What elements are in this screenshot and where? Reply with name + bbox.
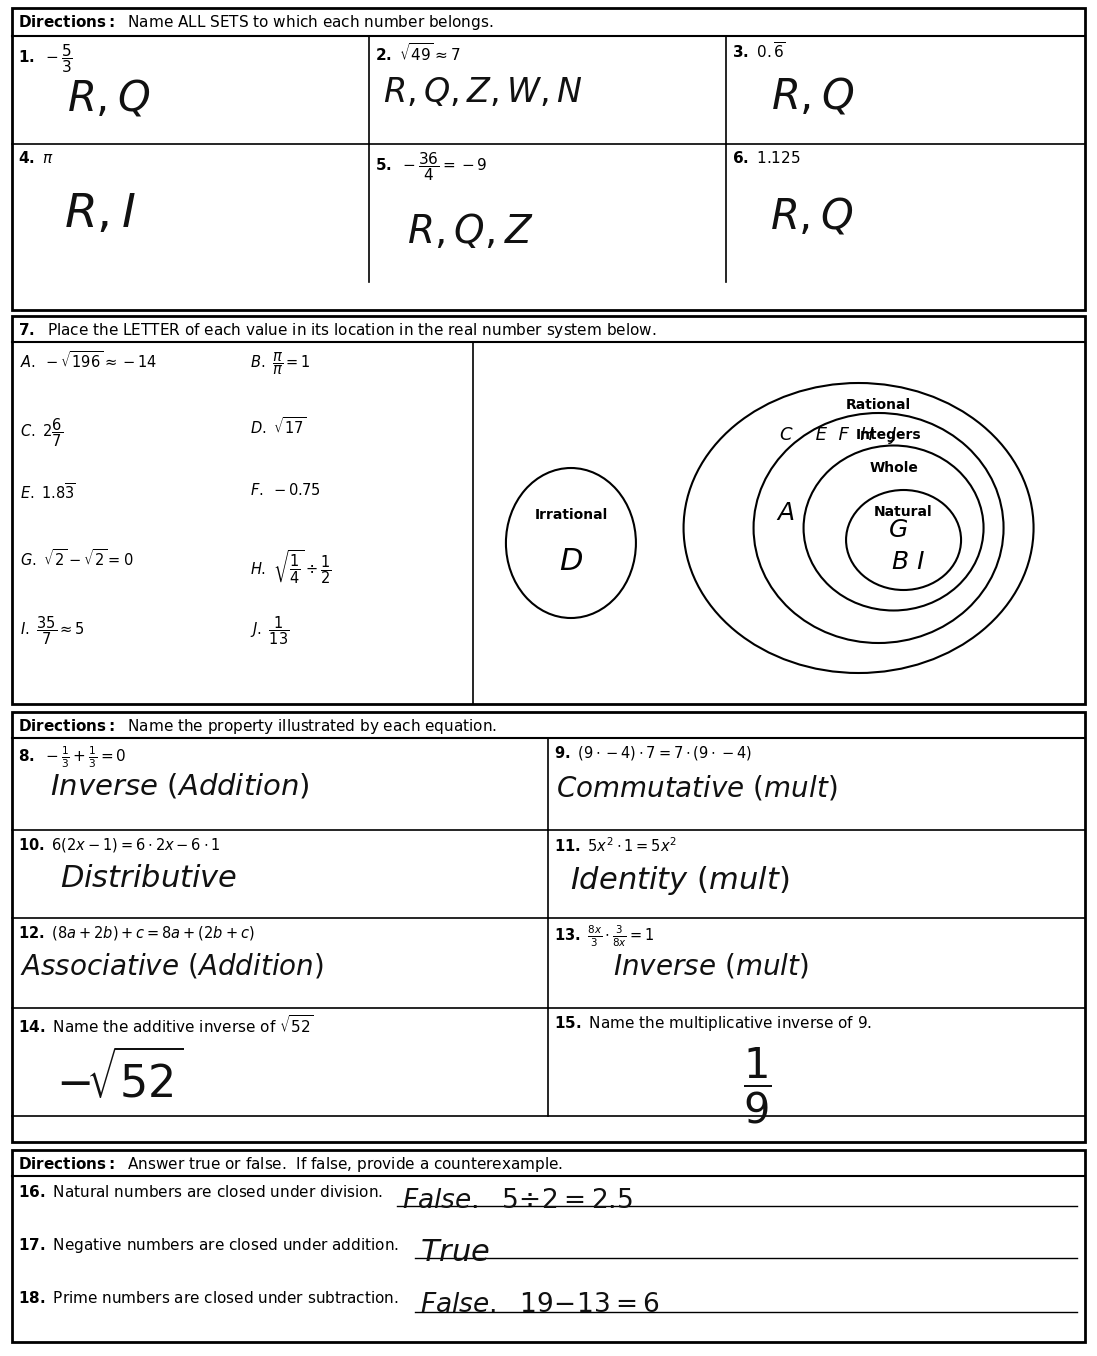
Text: $\it{Distributive}$: $\it{Distributive}$ — [60, 864, 237, 894]
Text: $R, Q$: $R, Q$ — [67, 79, 150, 119]
Text: $\it{Inverse\ (mult)}$: $\it{Inverse\ (mult)}$ — [613, 952, 808, 980]
Text: $J.\ \dfrac{1}{13}$: $J.\ \dfrac{1}{13}$ — [250, 614, 290, 647]
Text: $\it{Commutative\ (mult)}$: $\it{Commutative\ (mult)}$ — [556, 774, 837, 803]
Text: $-\!\sqrt{52}$: $-\!\sqrt{52}$ — [56, 1050, 184, 1106]
Text: D: D — [559, 546, 583, 575]
Text: $R, I$: $R, I$ — [64, 193, 136, 237]
Text: $\mathbf{11.}\ 5x^2\cdot 1=5x^2$: $\mathbf{11.}\ 5x^2\cdot 1=5x^2$ — [554, 837, 677, 854]
Text: $C.\ 2\dfrac{6}{7}$: $C.\ 2\dfrac{6}{7}$ — [20, 416, 63, 449]
Text: C    E  F  H   J: C E F H J — [780, 426, 896, 443]
Text: $G.\ \sqrt{2}-\sqrt{2} = 0$: $G.\ \sqrt{2}-\sqrt{2} = 0$ — [20, 548, 134, 570]
Text: $\mathbf{15.}$ Name the multiplicative inverse of 9.: $\mathbf{15.}$ Name the multiplicative i… — [554, 1014, 872, 1033]
Text: $\mathbf{17.}$ Negative numbers are closed under addition.: $\mathbf{17.}$ Negative numbers are clos… — [18, 1237, 399, 1256]
Bar — [12, 1150, 1085, 1342]
Text: $\it{False.\ \ 5\!\div\!2=2.5}$: $\it{False.\ \ 5\!\div\!2=2.5}$ — [402, 1188, 633, 1214]
Text: $\mathbf{Directions:}$  Answer true or false.  If false, provide a counterexampl: $\mathbf{Directions:}$ Answer true or fa… — [18, 1155, 563, 1174]
Text: $D.\ \sqrt{17}$: $D.\ \sqrt{17}$ — [250, 416, 307, 437]
Bar — [12, 712, 1085, 1142]
Text: $\mathbf{2.}\ \sqrt{49} \approx 7$: $\mathbf{2.}\ \sqrt{49} \approx 7$ — [375, 42, 461, 64]
Text: $\mathbf{8.}\ -\frac{1}{3}+\frac{1}{3}=0$: $\mathbf{8.}\ -\frac{1}{3}+\frac{1}{3}=0… — [18, 744, 126, 770]
Text: $F.\ -0.75$: $F.\ -0.75$ — [250, 481, 320, 498]
Text: $H.\ \sqrt{\dfrac{1}{4}} \div \dfrac{1}{2}$: $H.\ \sqrt{\dfrac{1}{4}} \div \dfrac{1}{… — [250, 548, 331, 586]
Text: $I.\ \dfrac{35}{7} \approx 5$: $I.\ \dfrac{35}{7} \approx 5$ — [20, 614, 84, 647]
Text: $\mathbf{6.}\ 1.125$: $\mathbf{6.}\ 1.125$ — [732, 151, 801, 165]
Text: $\mathbf{Directions:}$  Name the property illustrated by each equation.: $\mathbf{Directions:}$ Name the property… — [18, 717, 497, 736]
Text: $R, Q$: $R, Q$ — [771, 76, 855, 118]
Text: $\it{Inverse\ (Addition)}$: $\it{Inverse\ (Addition)}$ — [50, 772, 309, 801]
Text: $\mathbf{9.}\ (9 \cdot -4)\cdot 7=7\cdot(9\cdot -4)$: $\mathbf{9.}\ (9 \cdot -4)\cdot 7=7\cdot… — [554, 744, 751, 762]
Text: Rational: Rational — [846, 399, 912, 412]
Text: $\mathbf{3.}\ 0.\overline{6}$: $\mathbf{3.}\ 0.\overline{6}$ — [732, 42, 785, 62]
Bar — [12, 8, 1085, 311]
Text: B I: B I — [892, 551, 925, 574]
Text: $\mathbf{4.}\ \pi$: $\mathbf{4.}\ \pi$ — [18, 151, 54, 165]
Text: $\mathbf{13.}\ \frac{8x}{3}\cdot\frac{3}{8x}=1$: $\mathbf{13.}\ \frac{8x}{3}\cdot\frac{3}… — [554, 923, 655, 949]
Text: Irrational: Irrational — [534, 508, 608, 522]
Text: $\mathbf{10.}\ 6(2x-1)=6\cdot 2x-6\cdot 1$: $\mathbf{10.}\ 6(2x-1)=6\cdot 2x-6\cdot … — [18, 837, 220, 854]
Text: Natural: Natural — [874, 504, 932, 519]
Text: Whole: Whole — [869, 461, 918, 475]
Text: $\mathbf{14.}$ Name the additive inverse of $\sqrt{52}$: $\mathbf{14.}$ Name the additive inverse… — [18, 1014, 314, 1036]
Text: $\it{Identity\ (mult)}$: $\it{Identity\ (mult)}$ — [570, 864, 790, 898]
Text: $\mathbf{16.}$ Natural numbers are closed under division.: $\mathbf{16.}$ Natural numbers are close… — [18, 1184, 383, 1200]
Text: $E.\ 1.8\overline{3}$: $E.\ 1.8\overline{3}$ — [20, 481, 76, 502]
Text: $A.\ -\sqrt{196} \approx -14$: $A.\ -\sqrt{196} \approx -14$ — [20, 350, 157, 372]
Text: $\it{False.\ \ 19\!-\!13=6}$: $\it{False.\ \ 19\!-\!13=6}$ — [420, 1292, 659, 1318]
Text: $R, Q, Z$: $R, Q, Z$ — [407, 212, 534, 251]
Text: $\mathbf{12.}\ (8a+2b)+c=8a+(2b+c)$: $\mathbf{12.}\ (8a+2b)+c=8a+(2b+c)$ — [18, 923, 255, 942]
Text: $B.\ \dfrac{\pi}{\pi} = 1$: $B.\ \dfrac{\pi}{\pi} = 1$ — [250, 350, 310, 377]
Bar — [12, 316, 1085, 704]
Text: $\it{True}$: $\it{True}$ — [420, 1238, 490, 1267]
Text: $\dfrac{1}{9}$: $\dfrac{1}{9}$ — [743, 1045, 771, 1125]
Text: $R, Q$: $R, Q$ — [770, 197, 853, 239]
Text: $\mathbf{7.}$  Place the LETTER of each value in its location in the real number: $\mathbf{7.}$ Place the LETTER of each v… — [18, 321, 656, 340]
Text: G: G — [889, 518, 908, 542]
Text: Integers: Integers — [856, 428, 921, 442]
Text: A: A — [777, 500, 794, 525]
Text: $\it{Associative\ (Addition)}$: $\it{Associative\ (Addition)}$ — [20, 952, 324, 980]
Text: $R, Q, Z, W, N$: $R, Q, Z, W, N$ — [383, 76, 583, 108]
Text: $\mathbf{Directions:}$  Name ALL SETS to which each number belongs.: $\mathbf{Directions:}$ Name ALL SETS to … — [18, 14, 494, 33]
Text: $\mathbf{18.}$ Prime numbers are closed under subtraction.: $\mathbf{18.}$ Prime numbers are closed … — [18, 1290, 399, 1306]
Text: $\mathbf{5.}\ -\dfrac{36}{4} = -9$: $\mathbf{5.}\ -\dfrac{36}{4} = -9$ — [375, 151, 487, 183]
Text: $\mathbf{1.}\ -\dfrac{5}{3}$: $\mathbf{1.}\ -\dfrac{5}{3}$ — [18, 42, 72, 75]
